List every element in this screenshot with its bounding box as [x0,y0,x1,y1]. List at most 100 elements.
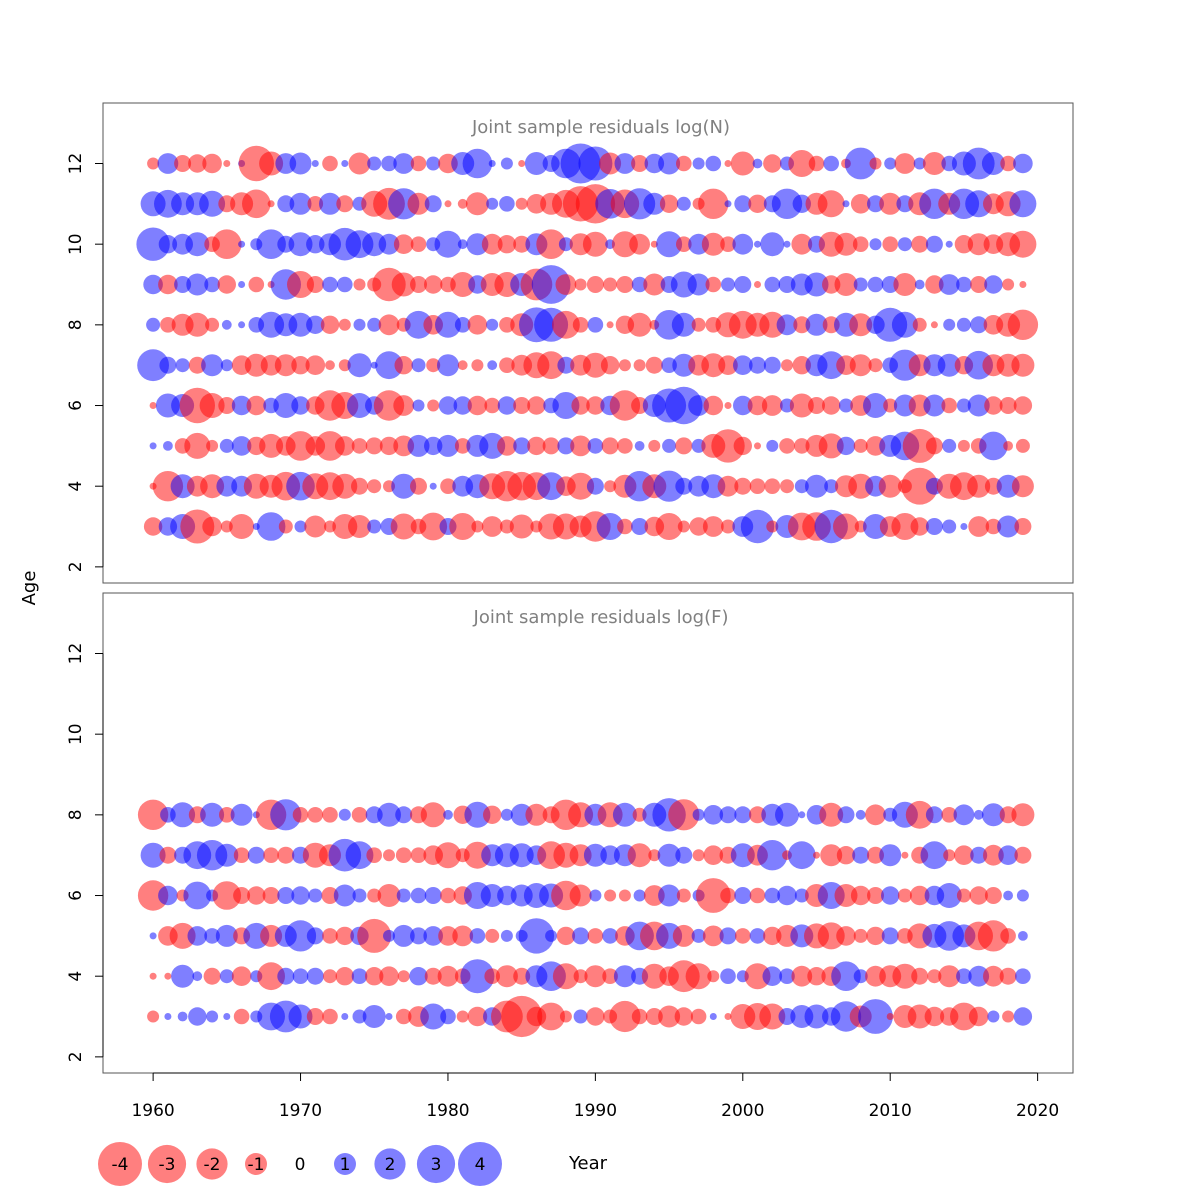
bubble-logN-age5-1981 [454,438,471,454]
bubble-logF-age4-2007 [831,961,861,991]
bubble-logF-age7-1977 [395,847,412,863]
bubble-logN-age6-1992 [609,390,641,421]
panel-logN-title: Joint sample residuals log(N) [471,117,730,138]
bubble-logN-age9-1998 [705,276,722,293]
bubble-logF-age8-2019 [1011,803,1035,827]
bubble-logN-age7-1967 [244,353,268,377]
bubble-logN-age10-1999 [720,236,736,252]
bubble-logF-age3-1963 [188,1007,207,1026]
bubble-logN-age12-2010 [884,157,897,170]
bubble-logF-age3-1980 [440,1008,456,1025]
bubble-logF-age7-1976 [383,849,395,862]
bubble-logN-age6-1964 [199,393,225,418]
bubble-logN-age10-1995 [656,231,683,258]
bubble-logF-age4-2005 [807,967,826,986]
bubble-logN-age10-2016 [967,233,990,256]
bubble-logN-age5-1976 [379,436,399,456]
bubble-logF-age3-1993 [631,1008,648,1025]
bubble-logN-age5-2004 [794,438,810,454]
bubble-logN-age12-2019 [1013,153,1033,174]
bubble-logN-age6-2000 [733,395,753,416]
bubble-logN-age7-1988 [557,356,575,374]
bubble-logN-age5-2006 [818,433,844,459]
bubble-logF-age4-1970 [292,968,309,984]
bubble-logN-age8-1960 [146,317,161,332]
bubble-logN-age7-1991 [600,356,620,375]
bubble-logN-age6-1976 [373,390,405,421]
bubble-logF-age4-2004 [791,965,813,987]
bubble-logF-age5-2007 [836,926,856,946]
bubble-logN-age9-2012 [914,279,925,290]
bubble-logF-age7-2019 [1014,846,1032,864]
bubble-logF-age6-2003 [777,885,797,906]
bubble-logN-age5-1990 [587,438,604,454]
x-tick-label-1990: 1990 [574,1101,617,1121]
bubble-logF-age7-2008 [852,846,870,864]
bubble-logF-age3-1961 [164,1013,172,1020]
bubble-logN-age12-2005 [808,155,825,172]
bubble-logN-age3-2007 [833,513,859,540]
bubble-logN-age7-1983 [487,360,498,371]
legend-label-2: 2 [385,1155,396,1175]
bubble-logF-age8-1986 [525,803,548,826]
legend-label--3: -3 [159,1155,176,1175]
bubble-logF-age3-1976 [385,1013,393,1020]
bubble-logN-age11-2016 [965,190,993,218]
bubble-logF-age8-1997 [692,808,705,821]
bubble-logF-age4-1965 [219,969,234,984]
bubble-logF-age4-2013 [927,969,942,984]
bubble-logN-age7-2003 [781,359,793,372]
bubble-logF-age6-1992 [618,889,631,902]
y-tick-label-logF-4: 4 [66,971,86,982]
bubble-logF-age4-2003 [779,968,795,984]
bubble-logN-age3-1963 [180,509,215,544]
bubble-logN-age5-2008 [853,438,868,453]
bubble-logN-age6-1999 [724,402,732,409]
bubble-logF-age4-2018 [999,967,1017,985]
bubble-logN-age6-1974 [347,393,372,418]
bubble-logN-age3-2012 [910,517,929,536]
bubble-logF-age3-1981 [456,1010,469,1023]
bubble-logF-age3-1965 [223,1013,231,1020]
bubble-logF-age4-1985 [513,967,531,985]
bubble-logF-age4-2011 [892,963,918,989]
bubble-logN-age11-2001 [748,194,767,213]
bubble-logN-age12-2017 [981,152,1005,175]
bubble-logN-age6-2014 [941,397,957,414]
bubble-logF-age4-1990 [584,965,607,988]
bubble-logN-age5-2015 [957,439,970,452]
bubble-logN-age4-1998 [701,474,726,499]
bubble-logN-age5-1970 [285,431,316,461]
legend-label--4: -4 [112,1155,129,1175]
bubble-logF-age7-1969 [277,846,295,864]
bubble-logN-age5-1996 [675,437,693,455]
bubble-logN-age7-1970 [291,356,310,375]
bubble-logF-age5-1990 [587,928,604,944]
bubble-logN-age4-2006 [824,479,839,494]
bubble-logN-age5-2012 [902,428,937,463]
panel-logF-y-axis: 2 4 6 8 10 12 [66,643,104,1062]
bubble-logN-age10-2008 [852,236,869,252]
bubble-logN-age7-1980 [437,354,459,377]
bubble-logN-age3-2002 [766,520,779,533]
bubble-logN-age9-1974 [353,278,366,291]
bubble-logF-age4-1999 [720,968,736,984]
bubble-logF-age6-2018 [1003,890,1013,901]
bubble-logF-age7-2017 [983,844,1004,866]
bubble-logN-age8-1982 [467,315,488,335]
bubble-logF-age8-2016 [973,809,984,820]
bubble-logF-age5-1991 [602,928,618,944]
bubble-logF-age7-2013 [920,841,949,870]
bubble-logN-age10-1994 [650,240,658,248]
bubble-logF-age8-1964 [200,802,225,827]
bubble-logF-age3-2009 [858,999,893,1034]
bubble-logF-age5-1975 [357,918,392,953]
bubble-logN-age9-2001 [754,281,761,288]
bubble-logF-age7-1965 [215,843,239,867]
bubble-logN-age12-2006 [823,155,839,172]
bubble-logF-age4-1964 [203,967,221,985]
bubble-logN-age10-1982 [466,233,489,256]
bubble-logN-age4-1995 [653,470,685,502]
bubble-logF-age4-1991 [602,968,618,984]
bubble-logF-age7-1968 [263,847,279,863]
